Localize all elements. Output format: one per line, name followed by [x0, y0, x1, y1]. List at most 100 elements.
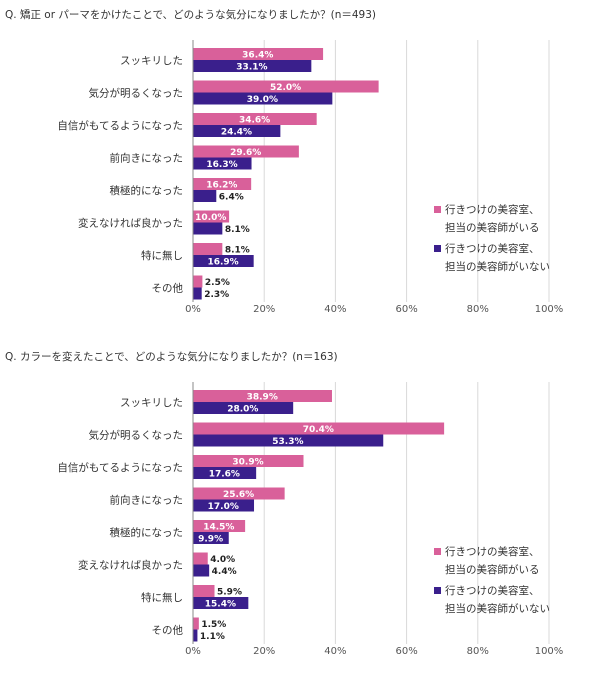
bar-with-stylist: [193, 585, 215, 597]
bar-with-stylist: [193, 390, 332, 402]
x-tick-label: 40%: [324, 304, 346, 315]
x-tick-label: 20%: [253, 646, 275, 657]
bar-without-stylist: [193, 434, 384, 447]
category-label: 変えなければ良かった: [78, 559, 183, 572]
category-label: 積極的になった: [110, 184, 184, 197]
category-label: 気分が明るくなった: [89, 429, 184, 442]
x-tick-label: 20%: [253, 304, 275, 315]
bar-without-stylist: [193, 60, 312, 72]
data-label: 24.4%: [221, 128, 252, 138]
data-label: 70.4%: [303, 425, 334, 435]
bar-with-stylist: [193, 552, 208, 565]
bar-without-stylist: [193, 532, 229, 544]
bar-without-stylist: [193, 157, 252, 170]
bar-with-stylist: [193, 243, 223, 255]
bar-without-stylist: [193, 125, 281, 137]
bar-with-stylist: [193, 422, 445, 435]
bar-without-stylist: [193, 467, 257, 479]
legend-label: 行きつけの美容室、: [445, 584, 540, 597]
bar-without-stylist: [193, 92, 333, 105]
data-label: 8.1%: [225, 246, 250, 256]
data-label: 10.0%: [195, 213, 226, 223]
bar-without-stylist: [193, 255, 254, 267]
data-label: 29.6%: [230, 148, 261, 158]
bar-with-stylist: [193, 210, 230, 223]
category-label: 自信がもてるようになった: [57, 119, 183, 132]
bar-with-stylist: [193, 145, 299, 158]
data-label: 6.4%: [219, 193, 244, 203]
x-tick-label: 60%: [395, 646, 417, 657]
data-label: 39.0%: [247, 95, 278, 105]
data-label: 25.6%: [223, 490, 254, 500]
x-tick-label: 100%: [535, 304, 564, 315]
category-label: スッキリした: [120, 397, 183, 409]
data-label: 1.1%: [200, 632, 225, 642]
x-tick-label: 80%: [467, 304, 489, 315]
category-label: その他: [152, 624, 184, 637]
bar-with-stylist: [193, 113, 317, 125]
data-label: 2.5%: [205, 278, 230, 288]
data-label: 16.3%: [206, 160, 237, 170]
category-label: 気分が明るくなった: [89, 87, 184, 100]
chart-2: Q. カラーを変えたことで、どのような気分になりましたか？(n＝163) 0% 20…: [5, 350, 564, 657]
x-tick-label: 80%: [467, 646, 489, 657]
bar-without-stylist: [193, 287, 202, 300]
data-label: 28.0%: [227, 405, 258, 415]
data-label: 16.2%: [206, 181, 237, 191]
chart-title: Q. 矯正 or パーマをかけたことで、どのような気分になりましたか？(n＝49…: [5, 8, 376, 21]
category-label: 前向きになった: [110, 494, 184, 507]
bar-with-stylist: [193, 48, 324, 60]
data-label: 52.0%: [270, 83, 301, 93]
legend-swatch: [434, 245, 441, 252]
legend-label: 担当の美容師がいない: [445, 260, 550, 273]
data-label: 4.0%: [210, 555, 235, 565]
data-label: 34.6%: [239, 116, 270, 126]
data-label: 16.9%: [207, 258, 238, 268]
legend-swatch: [434, 587, 441, 594]
bar-without-stylist: [193, 564, 210, 577]
data-label: 17.6%: [209, 470, 240, 480]
x-tick-label: 100%: [535, 646, 564, 657]
bar-with-stylist: [193, 80, 379, 93]
category-label: 前向きになった: [110, 152, 184, 165]
bar-without-stylist: [193, 190, 217, 202]
bar-with-stylist: [193, 455, 304, 467]
data-label: 38.9%: [247, 393, 278, 403]
data-label: 14.5%: [203, 523, 234, 533]
bar-without-stylist: [193, 629, 198, 642]
data-label: 5.9%: [217, 588, 242, 598]
legend-swatch: [434, 206, 441, 213]
data-label: 2.3%: [204, 290, 229, 300]
category-label: スッキリした: [120, 55, 183, 67]
bar-with-stylist: [193, 617, 199, 630]
legend-swatch: [434, 548, 441, 555]
data-label: 36.4%: [242, 51, 273, 61]
bar-without-stylist: [193, 499, 255, 512]
bar-with-stylist: [193, 275, 203, 288]
data-label: 9.9%: [198, 535, 223, 545]
legend-label: 担当の美容師がいない: [445, 602, 550, 615]
x-tick-label: 0%: [185, 304, 201, 315]
data-label: 15.4%: [205, 600, 236, 610]
category-label: 変えなければ良かった: [78, 217, 183, 230]
legend-label: 行きつけの美容室、: [445, 545, 540, 558]
x-tick-label: 60%: [395, 304, 417, 315]
x-tick-label: 0%: [185, 646, 201, 657]
category-label: 自信がもてるようになった: [57, 461, 183, 474]
bar-without-stylist: [193, 222, 223, 235]
legend-label: 行きつけの美容室、: [445, 203, 540, 216]
category-label: 特に無し: [141, 249, 183, 262]
bar-without-stylist: [193, 597, 249, 609]
category-label: 積極的になった: [110, 526, 184, 539]
x-tick-label: 40%: [324, 646, 346, 657]
category-label: 特に無し: [141, 591, 183, 604]
data-label: 1.5%: [201, 620, 226, 630]
bar-with-stylist: [193, 520, 246, 532]
bar-with-stylist: [193, 487, 285, 500]
chart-1: Q. 矯正 or パーマをかけたことで、どのような気分になりましたか？(n＝49…: [5, 8, 564, 315]
data-label: 33.1%: [236, 63, 267, 73]
data-label: 30.9%: [232, 458, 263, 468]
category-label: その他: [152, 282, 184, 295]
data-label: 8.1%: [225, 225, 250, 235]
